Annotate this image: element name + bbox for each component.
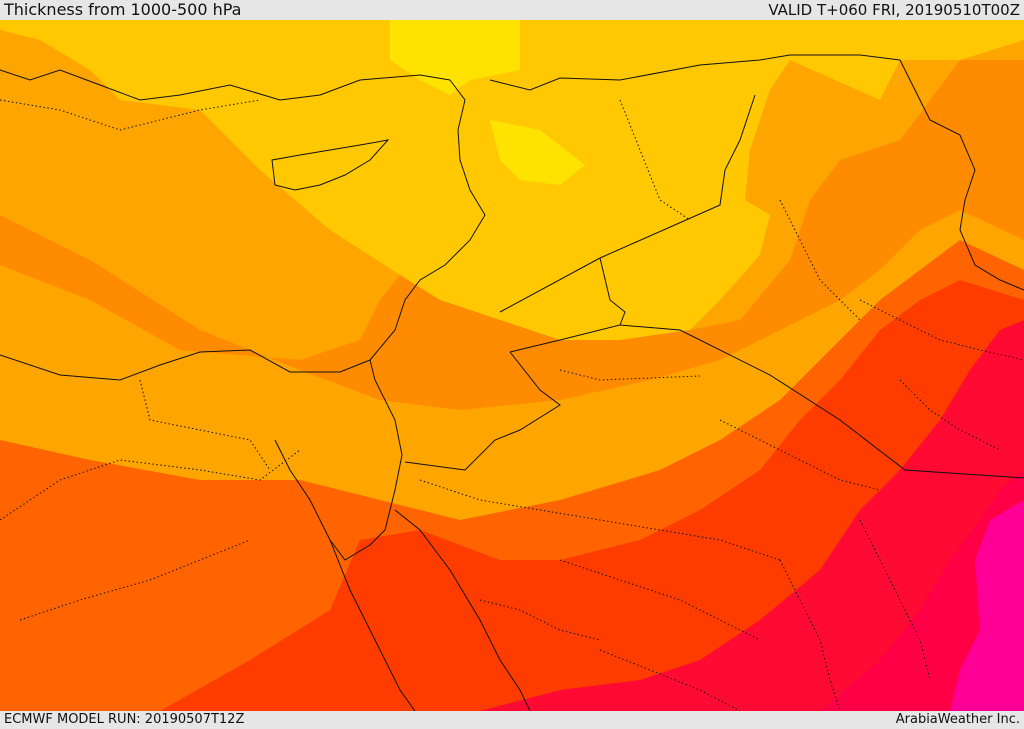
band-yellow <box>390 20 520 95</box>
syria-turkey-border <box>489 54 901 91</box>
footer-bar: ECMWF MODEL RUN: 20190507T12Z ArabiaWeat… <box>0 711 1024 729</box>
red-sea-west-coast <box>329 539 416 711</box>
band-orange-west <box>0 215 380 400</box>
red-sea-east-coast <box>394 509 531 711</box>
map-title: Thickness from 1000-500 hPa <box>4 0 242 19</box>
header-bar: Thickness from 1000-500 hPa VALID T+060 … <box>0 0 1024 20</box>
band-magenta <box>950 500 1024 711</box>
coastlines <box>0 54 1024 711</box>
egypt-north-coast <box>0 349 371 381</box>
valid-time-label: VALID T+060 FRI, 20190510T00Z <box>768 1 1020 19</box>
syria-iraq-border <box>499 94 756 313</box>
iran-iraq-border <box>899 59 1024 291</box>
jordan-saudi-border <box>404 351 561 471</box>
thickness-map <box>0 20 1024 711</box>
admin-boundaries <box>0 99 1024 711</box>
sinai-gulf-suez <box>274 359 403 561</box>
band-red <box>480 320 1024 711</box>
credit-label: ArabiaWeather Inc. <box>895 712 1020 727</box>
band-gold <box>0 20 1024 340</box>
levant-coast <box>369 79 486 361</box>
band-yellow-2 <box>490 120 585 185</box>
cyprus <box>271 139 390 191</box>
model-run-label: ECMWF MODEL RUN: 20190507T12Z <box>4 712 245 727</box>
jordan-iraq-border <box>509 257 626 353</box>
band-orange <box>0 60 1024 410</box>
turkey-coast <box>0 69 451 101</box>
saudi-iraq-border <box>619 324 1024 479</box>
